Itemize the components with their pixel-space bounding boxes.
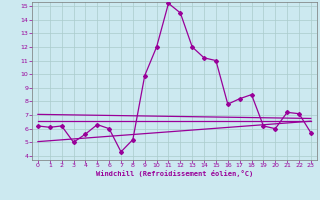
X-axis label: Windchill (Refroidissement éolien,°C): Windchill (Refroidissement éolien,°C) [96,170,253,177]
